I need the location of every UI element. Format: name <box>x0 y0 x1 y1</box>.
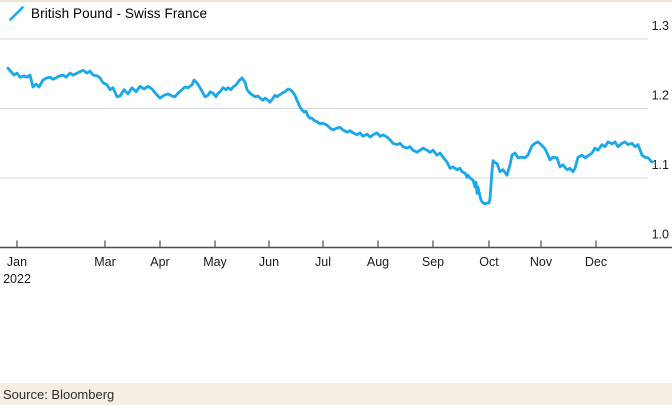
x-tick-label: Jul <box>315 255 331 269</box>
top-rule <box>0 0 672 2</box>
x-tick-label: Apr <box>150 255 169 269</box>
x-axis-year-label: 2022 <box>3 272 31 286</box>
x-tick-label: Oct <box>479 255 499 269</box>
x-tick-label: Mar <box>94 255 116 269</box>
y-tick-label: 1.3 <box>652 19 669 33</box>
x-tick-label: Jan <box>7 255 27 269</box>
x-tick-label: May <box>203 255 227 269</box>
source-text: Source: Bloomberg <box>3 386 115 402</box>
y-tick-label: 1.1 <box>652 158 669 172</box>
line-series-icon <box>9 6 24 21</box>
x-tick-label: Aug <box>367 255 389 269</box>
x-tick-label: Jun <box>259 255 279 269</box>
price-line <box>6 66 654 206</box>
y-tick-label: 1.0 <box>652 228 669 242</box>
source-strip: Source: Bloomberg <box>0 383 672 405</box>
x-tick-label: Nov <box>530 255 553 269</box>
x-tick-label: Dec <box>585 255 607 269</box>
x-tick-label: Sep <box>422 255 444 269</box>
y-tick-label: 1.2 <box>652 89 669 103</box>
legend-item: British Pound - Swiss France <box>9 6 207 21</box>
price-chart: Jan Mar Apr May Jun Jul Aug Sep Oct Nov Dec 2022 1.0… <box>0 19 672 286</box>
legend-label: British Pound - Swiss France <box>31 6 208 21</box>
